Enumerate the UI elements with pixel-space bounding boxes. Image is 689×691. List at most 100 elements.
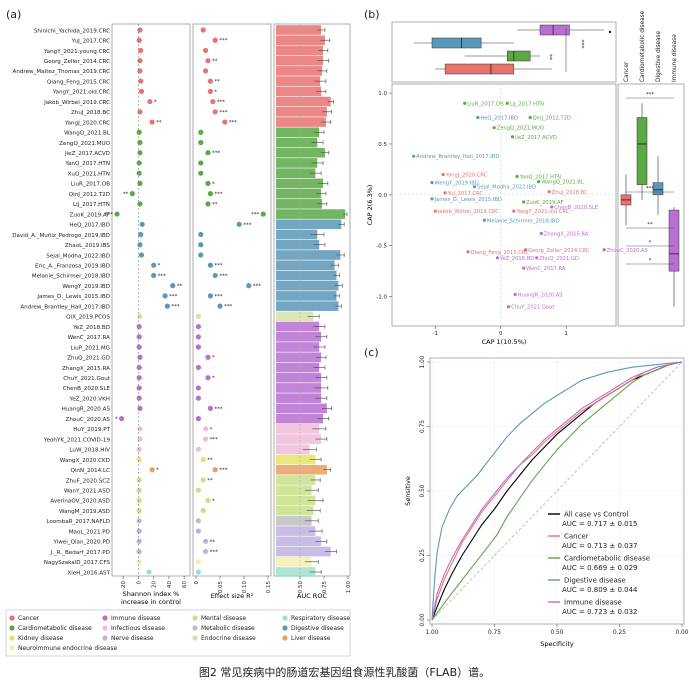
auc-bar: [276, 475, 316, 485]
c-legend-name: Digestive disease: [564, 576, 626, 584]
auc-bar: [276, 137, 318, 148]
c-legend-auc: AUC = 0.669 ± 0.029: [562, 564, 638, 572]
auc-bar: [276, 229, 318, 240]
sidebox-box: [652, 182, 664, 196]
auc-bar: [276, 239, 320, 250]
study-name: QinJ_2012.T2D: [69, 192, 110, 198]
effect-dot: [207, 78, 213, 84]
c-legend-auc: AUC = 0.723 ± 0.032: [562, 608, 638, 616]
study-name: LiuP_2021.MG: [70, 345, 110, 351]
shannon-dot: [137, 354, 143, 360]
study-name: YangJ_2020.CRC: [64, 120, 110, 126]
topbox-sig: ***: [578, 40, 585, 49]
effect-sig: *: [212, 181, 215, 187]
effect-dot: [195, 385, 201, 391]
effect-dot: [203, 68, 209, 74]
b-ytick-label: -1.0: [376, 295, 387, 301]
auc-bar: [276, 311, 314, 322]
scatter-label: JieZ_2017.ACVD: [514, 135, 557, 141]
b-ytick-label: 1.0: [378, 91, 387, 97]
scatter-label: YanQ_2017.HTN: [519, 175, 562, 181]
auc-bar: [276, 321, 320, 332]
effect-dot: [203, 548, 209, 555]
auc-bar: [276, 393, 322, 403]
auc-bar: [276, 250, 341, 260]
auc-bar: [276, 331, 322, 342]
sidebox-box: [668, 209, 680, 272]
scatter-point: [515, 174, 519, 179]
effect-dot: [195, 487, 201, 493]
scatter-point: [602, 248, 606, 252]
effect-sig: *: [214, 89, 217, 95]
auc-bar: [276, 403, 327, 414]
effect-sig: ***: [217, 100, 226, 106]
effect-dot: [207, 293, 213, 299]
scatter-point: [547, 190, 551, 194]
sidebox-label: Digestive disease: [656, 30, 662, 82]
shannon-sig: **: [156, 120, 162, 126]
effect-dot: [195, 313, 201, 319]
effect-sig: **: [214, 79, 220, 85]
study-name: LoombaR_2017.NAFLD: [46, 519, 110, 525]
effect-dot: [195, 334, 201, 340]
legend-label: Immune disease: [111, 615, 161, 622]
auc-bar: [276, 301, 339, 311]
effect-dot: [198, 170, 204, 176]
effect-sig: ***: [210, 437, 219, 443]
topbox-box: [539, 24, 570, 36]
topbox-box: [507, 50, 531, 62]
auc-bar: [276, 485, 312, 496]
effect-sig: ***: [219, 38, 228, 44]
auc-bar: [276, 219, 342, 230]
a-legend: Cancer Immune disease Mental disease Respir…: [5, 609, 350, 657]
study-name: YuJ_2017.CRC: [71, 39, 110, 45]
legend-swatch: [192, 625, 198, 631]
effect-sig: ***: [251, 212, 260, 218]
effect-dot: [200, 456, 206, 463]
scatter-label: HuangR_2020.AS: [518, 293, 563, 299]
shannon-tick-label: 60: [182, 581, 188, 588]
shannon-dot: [137, 150, 143, 156]
effect-dot: [207, 88, 213, 94]
shannon-dot: [162, 293, 168, 299]
b-xtick-label: 0: [499, 331, 503, 337]
scatter-point: [492, 126, 496, 130]
auc-bar: [276, 76, 321, 86]
shannon-dot: [114, 211, 120, 217]
c-ytick-label: 0.25: [420, 549, 426, 562]
auc-bar: [276, 413, 324, 424]
shannon-dot: [138, 47, 144, 54]
b-sidebox-frame: [617, 83, 685, 327]
effect-sig: **: [210, 539, 216, 545]
c-legend-name: Cancer: [564, 532, 589, 540]
effect-dot: [200, 477, 206, 483]
study-name: ZhangX_2015.RA: [62, 366, 110, 372]
effect-sig: ***: [214, 294, 223, 300]
effect-dot: [203, 436, 209, 442]
shannon-sig: *: [115, 417, 118, 423]
legend-label: Digestive disease: [291, 625, 344, 632]
study-name: Eric_A._Franzosa_2019.IBD: [35, 264, 110, 270]
a-axes: -20 0 20 40 60 0 0.05 0.10 0.15 0.50 0.75 1.00: [121, 24, 352, 593]
scatter-label: YangJ_2020.CRC: [445, 172, 488, 178]
sidebox-box: [636, 117, 648, 185]
auc-bar: [276, 495, 316, 506]
c-xtick-label: 0.75: [488, 630, 501, 636]
study-name: WengY_2019.IBD: [62, 284, 110, 290]
auc-bar: [276, 556, 312, 567]
legend-label: Infectious disease: [111, 625, 165, 632]
panel-label-a: (a): [6, 8, 21, 21]
topbox-box: [431, 37, 482, 49]
effect-sig: ***: [214, 192, 223, 198]
panel-label-b: (b): [364, 8, 380, 21]
legend-label: Respiratory disease: [291, 615, 350, 622]
effect-sig: ***: [224, 304, 233, 310]
topbox-outlier: [608, 30, 612, 34]
shannon-tick-label: 20: [152, 581, 158, 588]
auc-bar: [276, 168, 316, 178]
topbox-box: [444, 63, 515, 75]
effect-dot: [203, 47, 209, 54]
a-study-names: Shinichi_Yachida_2019.CRC YuJ_2017.CRC Yan…: [12, 28, 111, 576]
study-name: ZhuJ_2018.BC: [71, 110, 110, 116]
